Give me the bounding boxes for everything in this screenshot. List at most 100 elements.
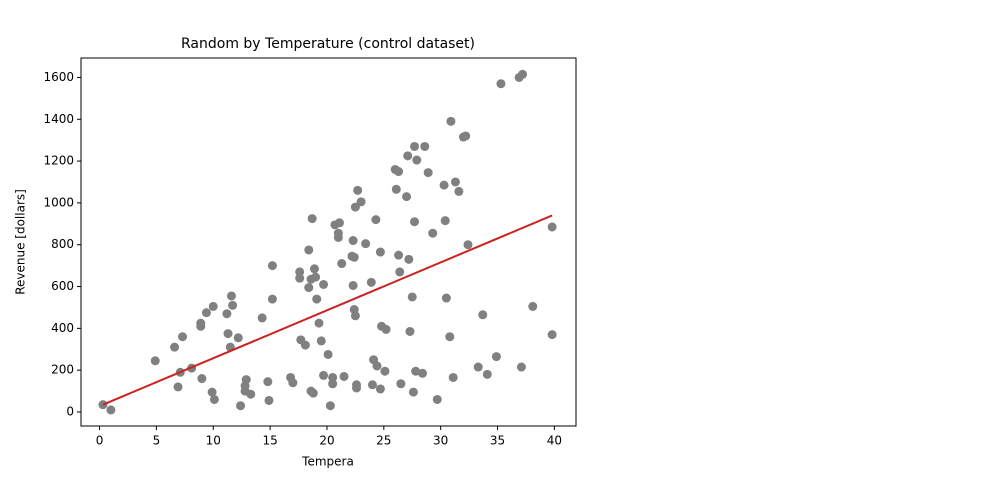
- scatter-point: [454, 186, 464, 196]
- scatter-point: [482, 369, 492, 379]
- x-tick-label: 0: [96, 434, 104, 448]
- scatter-point: [173, 382, 183, 392]
- scatter-point: [412, 155, 422, 165]
- scatter-point: [410, 217, 420, 227]
- scatter-point: [420, 141, 430, 151]
- scatter-point: [222, 309, 232, 319]
- scatter-point: [106, 405, 116, 415]
- scatter-point: [366, 277, 376, 287]
- scatter-point: [241, 375, 251, 385]
- y-tick-label: 400: [51, 321, 74, 335]
- scatter-point: [491, 352, 501, 362]
- scatter-point: [375, 384, 385, 394]
- y-tick-label: 0: [66, 404, 74, 418]
- scatter-point: [316, 336, 326, 346]
- scatter-point: [375, 247, 385, 257]
- scatter-point: [350, 311, 360, 321]
- scatter-point: [428, 228, 438, 238]
- scatter-point: [394, 167, 404, 177]
- x-tick-label: 30: [433, 434, 448, 448]
- scatter-point: [518, 69, 528, 79]
- scatter-point: [440, 216, 450, 226]
- scatter-point: [311, 272, 321, 282]
- y-tick-label: 1000: [43, 195, 74, 209]
- scatter-point: [445, 332, 455, 342]
- scatter-point: [319, 279, 329, 289]
- scatter-point: [547, 330, 557, 340]
- scatter-point: [150, 356, 160, 366]
- scatter-point: [391, 184, 401, 194]
- scatter-point: [337, 259, 347, 269]
- scatter-point: [417, 368, 427, 378]
- scatter-point: [450, 177, 460, 187]
- scatter-point: [410, 141, 420, 151]
- scatter-point: [339, 371, 349, 381]
- x-tick-label: 25: [376, 434, 391, 448]
- scatter-point: [328, 372, 338, 382]
- scatter-point: [439, 180, 449, 190]
- scatter-point: [353, 185, 363, 195]
- scatter-point: [333, 232, 343, 242]
- scatter-point: [312, 294, 322, 304]
- scatter-point: [307, 214, 317, 224]
- x-tick-label: 20: [319, 434, 334, 448]
- scatter-point: [226, 291, 236, 301]
- y-tick-label: 1400: [43, 112, 74, 126]
- scatter-point: [371, 215, 381, 225]
- scatter-point: [228, 300, 238, 310]
- scatter-point: [319, 370, 329, 380]
- scatter-point: [356, 197, 366, 207]
- y-tick-label: 1600: [43, 70, 74, 84]
- scatter-point: [411, 366, 421, 376]
- scatter-point: [300, 340, 310, 350]
- scatter-point: [264, 395, 274, 405]
- scatter-point: [328, 379, 338, 389]
- scatter-point: [372, 361, 382, 371]
- scatter-point: [325, 401, 335, 411]
- scatter-point: [304, 283, 314, 293]
- scatter-point: [404, 254, 414, 264]
- scatter-point: [208, 301, 218, 311]
- scatter-point: [473, 362, 483, 372]
- scatter-point: [405, 326, 415, 336]
- scatter-point: [288, 378, 298, 388]
- scatter-point: [308, 388, 318, 398]
- scatter-point: [295, 267, 305, 277]
- scatter-point: [478, 310, 488, 320]
- scatter-point: [349, 252, 359, 262]
- x-tick-label: 5: [153, 434, 161, 448]
- scatter-point: [408, 387, 418, 397]
- scatter-point: [516, 362, 526, 372]
- scatter-point: [448, 372, 458, 382]
- scatter-point: [432, 394, 442, 404]
- scatter-point: [461, 131, 471, 141]
- scatter-point: [348, 236, 358, 246]
- x-axis-label: Tempera: [301, 455, 354, 469]
- scatter-point: [207, 387, 217, 397]
- scatter-point: [334, 218, 344, 228]
- scatter-point: [309, 264, 319, 274]
- scatter-point: [547, 222, 557, 232]
- trend-line: [102, 214, 553, 406]
- chart-title: Random by Temperature (control dataset): [181, 36, 475, 52]
- scatter-point: [396, 379, 406, 389]
- scatter-point: [463, 240, 473, 250]
- scatter-point: [380, 366, 390, 376]
- scatter-point: [395, 267, 405, 277]
- y-tick-label: 800: [51, 237, 74, 251]
- y-tick-label: 1200: [43, 154, 74, 168]
- scatter-point: [348, 280, 358, 290]
- scatter-point: [361, 239, 371, 249]
- scatter-point: [403, 151, 413, 161]
- scatter-point: [170, 342, 180, 352]
- scatter-point: [223, 329, 233, 339]
- x-tick-label: 40: [547, 434, 562, 448]
- y-axis-label: Revenue [dollars]: [14, 189, 28, 295]
- scatter-point: [381, 324, 391, 334]
- scatter-point: [441, 293, 451, 303]
- scatter-point: [263, 377, 273, 387]
- plot-frame: [80, 57, 577, 427]
- scatter-point: [246, 389, 256, 399]
- scatter-point: [446, 116, 456, 126]
